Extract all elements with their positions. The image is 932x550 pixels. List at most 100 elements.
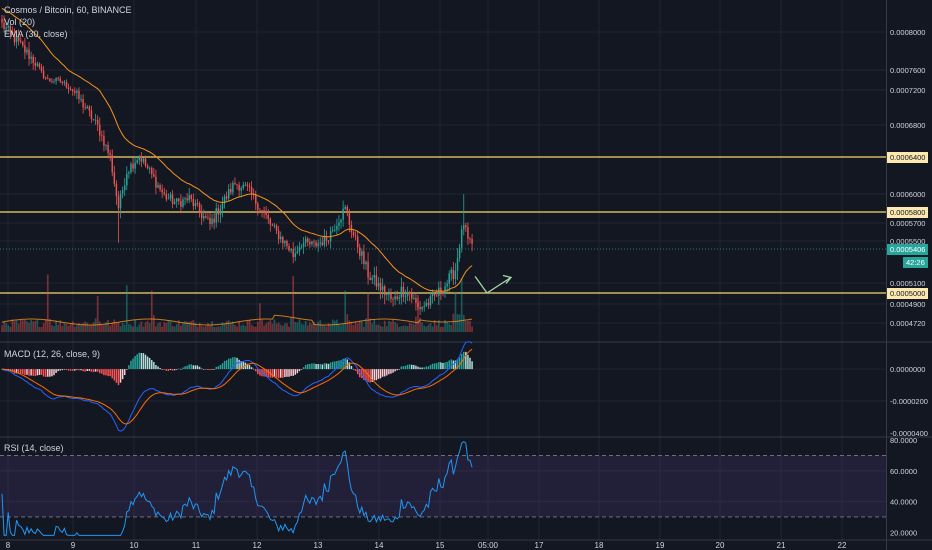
- time-axis-tick: 9: [71, 541, 76, 550]
- volume-bar: [113, 319, 116, 332]
- candle: [151, 166, 153, 179]
- macd-histogram-bar: [304, 364, 307, 370]
- macd-indicator-label[interactable]: MACD (12, 26, close, 9): [4, 349, 101, 359]
- candle-body: [300, 246, 303, 248]
- volume-bar: [456, 314, 459, 332]
- volume-bar: [69, 323, 72, 332]
- volume-bar: [273, 319, 276, 332]
- candle: [288, 243, 290, 252]
- candle: [232, 180, 234, 196]
- volume-bar: [236, 326, 238, 332]
- candle: [121, 186, 124, 199]
- macd-line: [1, 341, 473, 432]
- candle-body: [188, 195, 190, 201]
- volume-bar: [200, 326, 203, 332]
- candle: [36, 61, 39, 68]
- price-axis-tick: 0.0004900: [890, 300, 925, 309]
- volume-bar: [211, 321, 213, 332]
- volume-bar: [298, 319, 301, 332]
- price-axis-tick: 0.0007600: [890, 66, 925, 75]
- macd-histogram-bar: [294, 369, 297, 375]
- volume-bar: [111, 322, 114, 332]
- volume-bar: [134, 319, 136, 332]
- macd-histogram-bar: [463, 351, 465, 370]
- macd-histogram-bar: [456, 359, 459, 370]
- macd-histogram-bar: [346, 359, 349, 370]
- macd-histogram-bar: [431, 363, 434, 370]
- candle-body: [123, 185, 126, 191]
- candle-body: [69, 89, 72, 90]
- candle: [265, 206, 267, 220]
- projection-arrow: [474, 275, 512, 294]
- volume-bar: [379, 325, 382, 332]
- candle-body: [471, 238, 473, 245]
- macd-histogram-bar: [373, 369, 376, 381]
- macd-histogram-bar: [230, 358, 232, 370]
- candle-body: [429, 296, 432, 306]
- volume-bar: [354, 321, 357, 332]
- candle-body: [90, 110, 93, 120]
- candle-body: [173, 201, 176, 204]
- volume-bar: [250, 324, 253, 332]
- macd-histogram-bar: [103, 369, 105, 376]
- candle: [136, 157, 138, 165]
- volume-bar: [1, 325, 3, 332]
- candle-body: [22, 42, 24, 46]
- candle-body: [51, 80, 53, 82]
- time-axis-tick: 18: [595, 541, 604, 550]
- volume-bar: [167, 320, 170, 332]
- candle: [90, 105, 93, 123]
- macd-histogram-bar: [279, 369, 282, 378]
- volume-bar: [244, 326, 247, 332]
- candle-body: [86, 106, 89, 109]
- candle-body: [40, 67, 43, 71]
- candle-body: [105, 145, 107, 146]
- price-axis-tick: 0.0005700: [890, 219, 925, 228]
- volume-bar: [188, 321, 191, 332]
- candle-body: [38, 63, 41, 68]
- candle-body: [109, 152, 111, 156]
- ema-indicator-label[interactable]: EMA (30, close): [4, 29, 68, 39]
- candle: [7, 21, 9, 32]
- candle-body: [423, 305, 425, 307]
- macd-histogram-bar: [148, 357, 151, 370]
- volume-indicator-label[interactable]: Vol (20): [4, 17, 36, 27]
- macd-histogram-bar: [82, 369, 84, 372]
- candle: [267, 209, 269, 224]
- candle: [371, 275, 373, 285]
- volume-bar: [194, 322, 197, 332]
- candle-body: [311, 241, 313, 245]
- candle-body: [184, 198, 186, 200]
- candle-body: [313, 241, 315, 243]
- macd-histogram-bar: [450, 359, 453, 370]
- volume-bar: [17, 323, 20, 332]
- candle-body: [151, 168, 153, 175]
- candle-body: [271, 224, 274, 226]
- volume-bar: [13, 321, 16, 332]
- candle: [203, 209, 205, 222]
- macd-histogram-bar: [155, 365, 157, 370]
- candle: [396, 290, 398, 301]
- candle: [76, 88, 78, 100]
- macd-histogram-bar: [44, 369, 47, 377]
- candle: [144, 155, 147, 168]
- macd-histogram-bar: [107, 369, 109, 377]
- rsi-axis-tick: 20.0000: [890, 528, 917, 537]
- candle-body: [132, 163, 134, 169]
- candle: [421, 306, 423, 312]
- rsi-indicator-label[interactable]: RSI (14, close): [4, 443, 64, 453]
- ema-line: [1, 7, 473, 292]
- volume-bar: [177, 320, 180, 332]
- volume-bar: [159, 322, 161, 332]
- candle: [246, 181, 249, 192]
- macd-histogram-bar: [182, 367, 184, 370]
- volume-bar: [84, 321, 87, 332]
- candle-body: [259, 209, 261, 211]
- candle-body: [465, 225, 467, 228]
- macd-histogram-bar: [207, 369, 209, 370]
- candle-body: [400, 286, 403, 298]
- macd-histogram-bar: [240, 361, 242, 370]
- volume-bar: [281, 325, 284, 332]
